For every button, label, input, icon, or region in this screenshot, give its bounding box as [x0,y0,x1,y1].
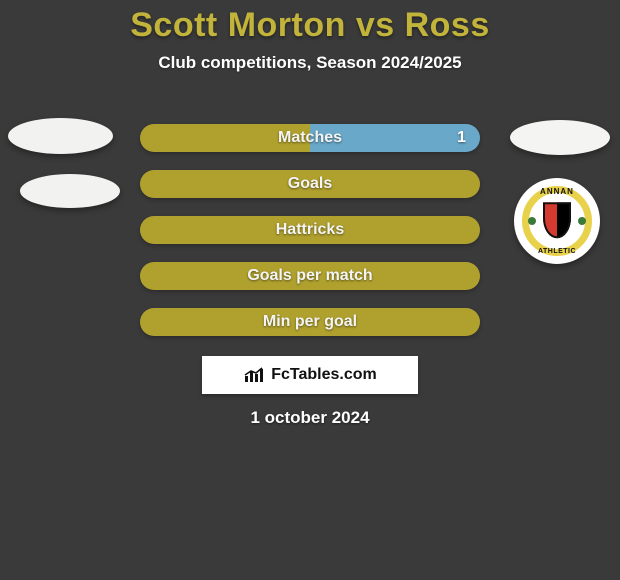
annan-athletic-crest: ANNAN ATHLETIC [522,186,592,256]
stat-label: Goals [288,175,332,192]
stat-row: Hattricks [140,216,480,244]
stat-label: Min per goal [263,313,357,330]
comparison-subtitle: Club competitions, Season 2024/2025 [0,53,620,73]
stat-row: Goals per match [140,262,480,290]
stat-label: Hattricks [276,221,344,238]
stat-row: Goals [140,170,480,198]
branding-text: FcTables.com [271,366,377,384]
stat-value-right: 1 [457,124,466,152]
stat-label: Goals per match [247,267,372,284]
branding-badge: FcTables.com [202,356,418,394]
stat-rows: Matches 1 Goals Hattricks Goals per match Min… [140,124,480,354]
stat-label: Matches [278,129,342,146]
comparison-title: Scott Morton vs Ross [0,0,620,45]
stat-row: Min per goal [140,308,480,336]
crest-text-top: ANNAN [522,187,592,196]
right-player-crest: ANNAN ATHLETIC [514,178,600,264]
generated-date: 1 october 2024 [0,408,620,428]
right-player-badge-1 [510,120,610,155]
stat-row: Matches 1 [140,124,480,152]
bar-chart-icon [243,366,265,384]
crest-text-bottom: ATHLETIC [522,248,592,255]
left-player-badge-1 [8,118,113,154]
left-player-badge-2 [20,174,120,208]
